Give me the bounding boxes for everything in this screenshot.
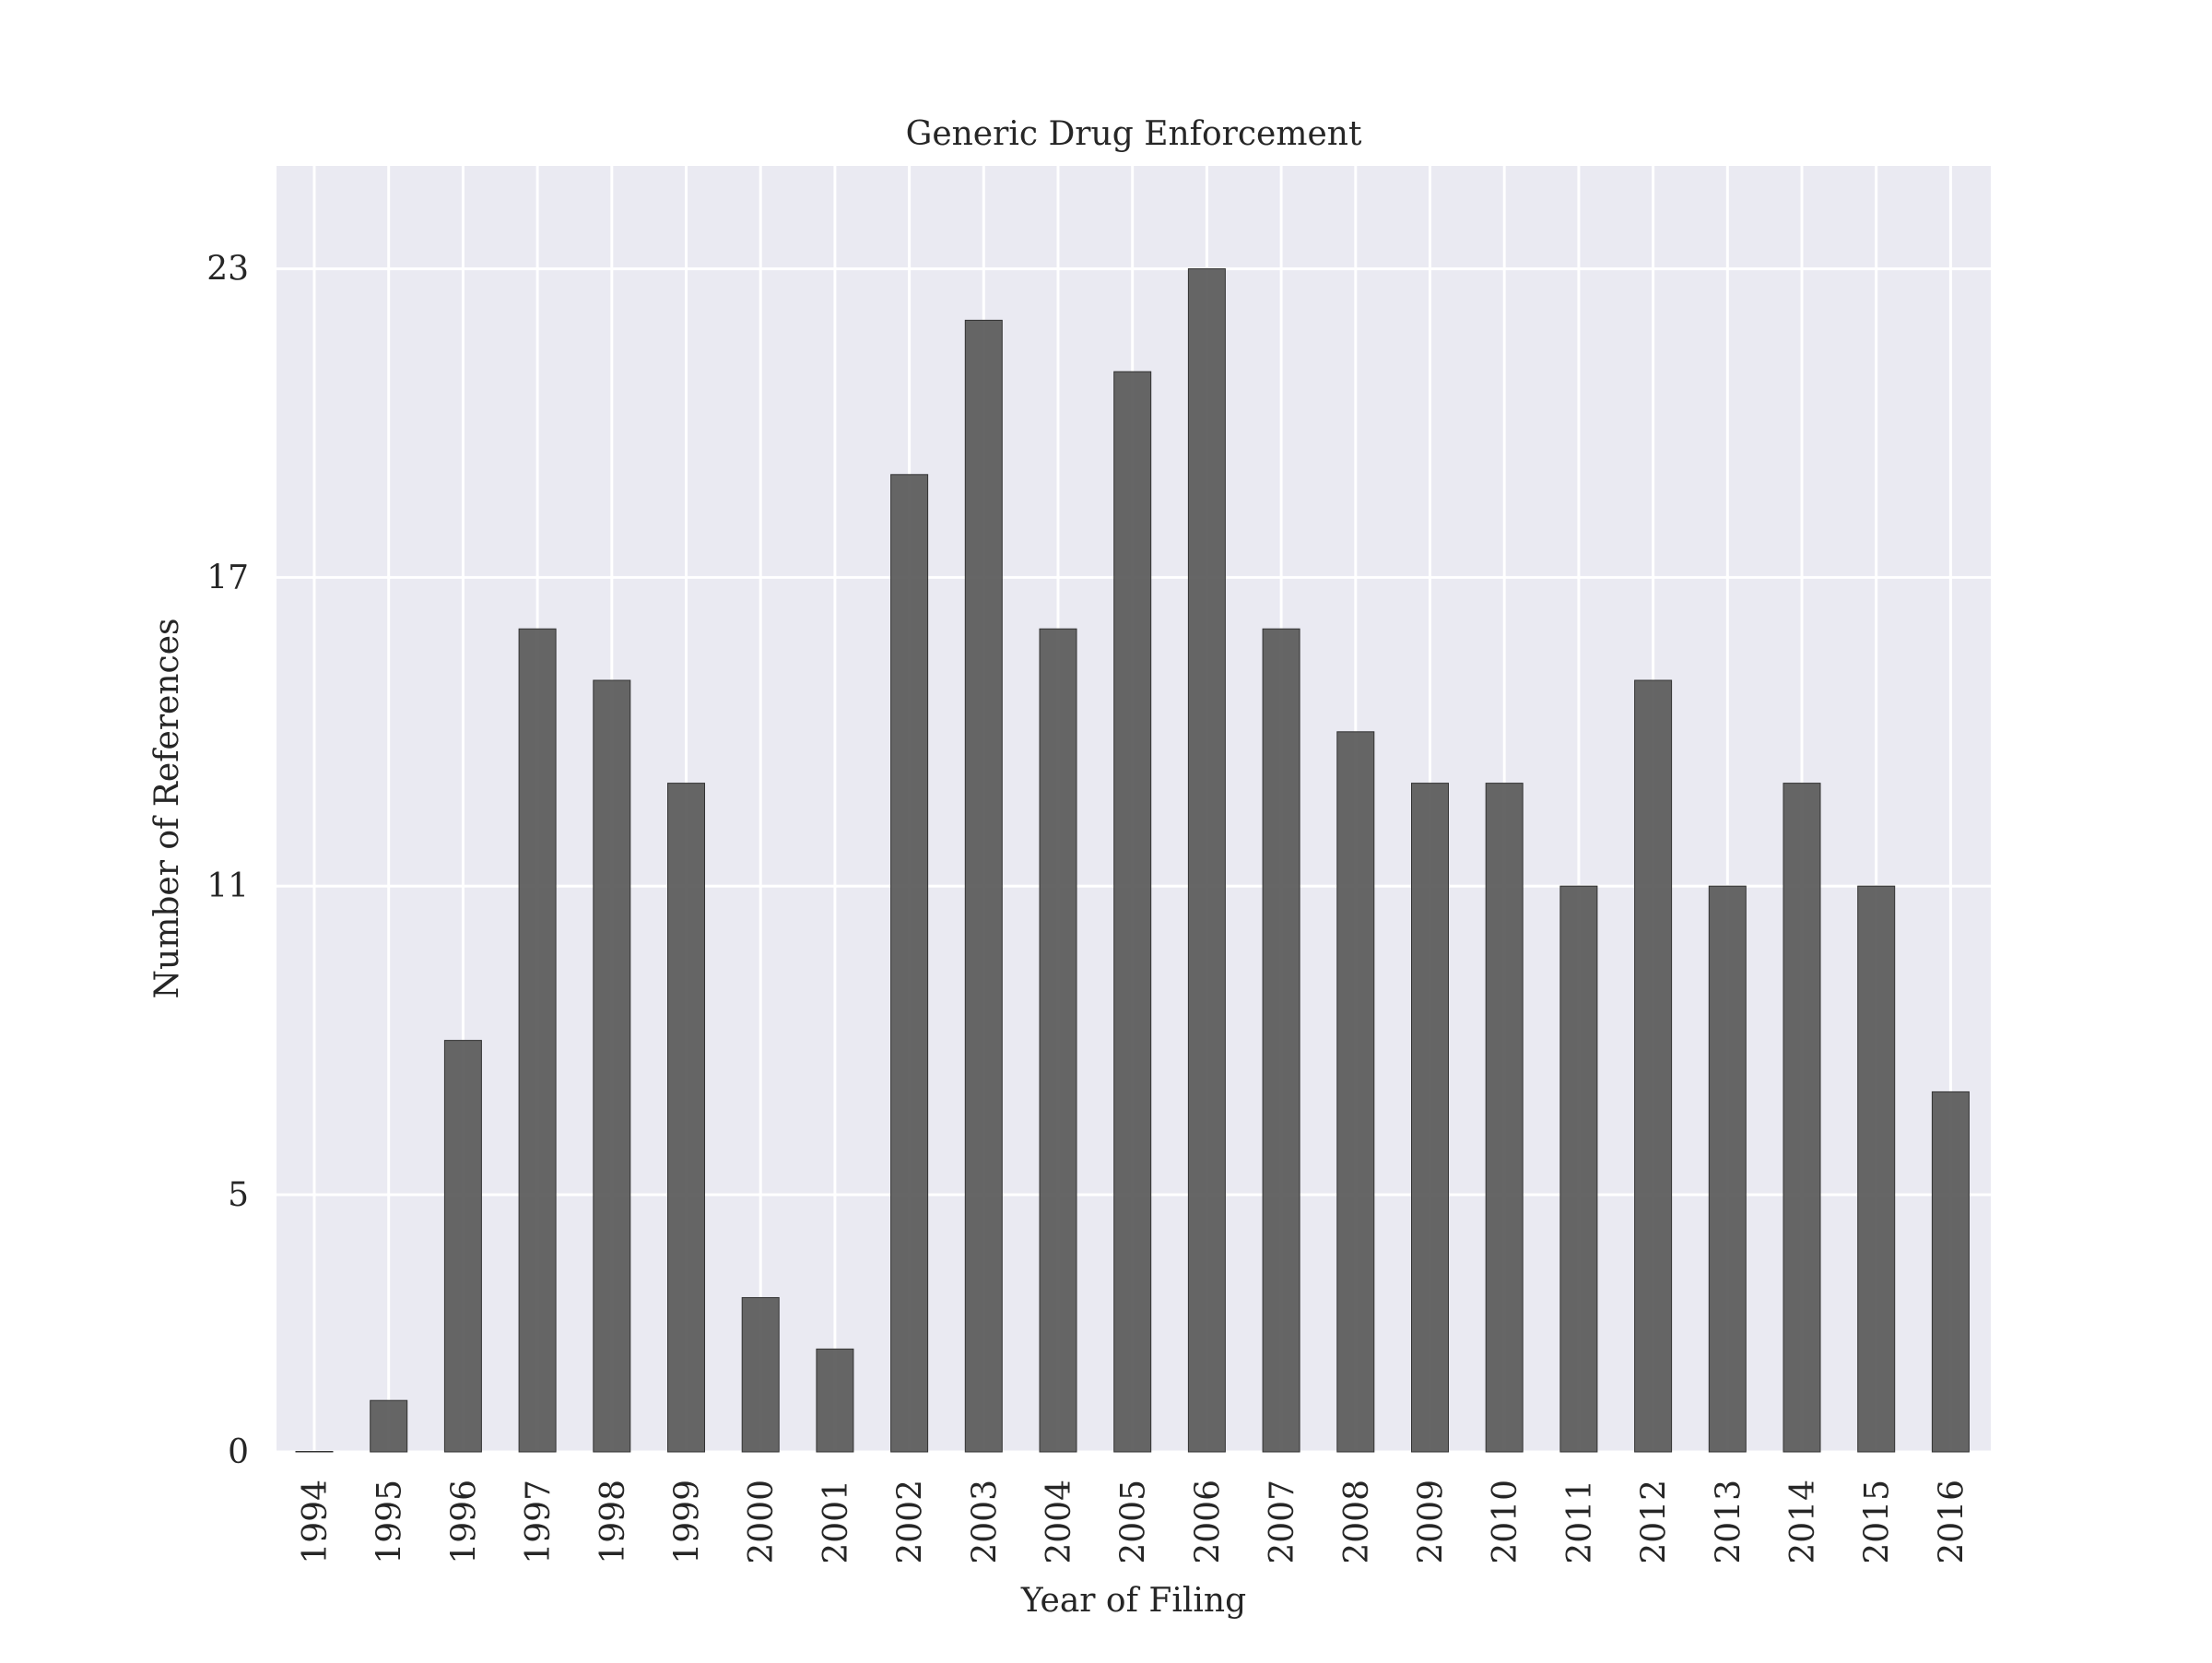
x-tick-label: 1999 (669, 1480, 707, 1564)
bar-2009 (1411, 783, 1449, 1453)
y-tick-label: 17 (206, 559, 249, 596)
y-tick-label: 11 (206, 867, 249, 905)
y-tick-label: 0 (228, 1433, 249, 1471)
x-tick-label: 1995 (371, 1480, 409, 1564)
bar-2007 (1262, 628, 1300, 1453)
bar-1998 (593, 679, 631, 1453)
y-tick-label: 5 (228, 1176, 249, 1214)
bar-1999 (667, 783, 705, 1453)
bar-2001 (816, 1348, 854, 1453)
x-tick-label: 2015 (1859, 1480, 1897, 1564)
x-tick-label: 2000 (743, 1480, 781, 1564)
x-tick-label: 2002 (892, 1480, 930, 1564)
bar-2013 (1708, 885, 1747, 1453)
x-tick-label: 1998 (594, 1480, 632, 1564)
bar-2002 (890, 474, 929, 1453)
y-axis-label: Number of References (148, 619, 186, 999)
bar-2006 (1187, 268, 1226, 1453)
x-tick-label: 1994 (297, 1480, 335, 1564)
x-tick-label: 1996 (445, 1480, 483, 1564)
bar-2000 (741, 1297, 780, 1453)
x-tick-label: 2007 (1264, 1480, 1301, 1564)
y-tick-label: 23 (206, 251, 249, 289)
x-tick-label: 2009 (1413, 1480, 1451, 1564)
x-tick-label: 2001 (818, 1480, 855, 1564)
bar-2008 (1336, 731, 1375, 1453)
bar-2015 (1857, 885, 1896, 1453)
bar-2014 (1783, 783, 1821, 1453)
x-tick-label: 2006 (1189, 1480, 1227, 1564)
x-tick-label: 2005 (1115, 1480, 1153, 1564)
bar-2011 (1559, 885, 1598, 1453)
x-axis-label: Year of Filing (1020, 1582, 1246, 1620)
bar-1997 (518, 628, 557, 1453)
x-tick-label: 2013 (1710, 1480, 1747, 1564)
bar-2010 (1485, 783, 1524, 1453)
x-tick-label: 2012 (1636, 1480, 1674, 1564)
bar-2016 (1931, 1091, 1970, 1453)
x-tick-labels: 1994 1995 1996 1997 1998 1999 2000 2001 2002 2003… (297, 1480, 1971, 1564)
x-tick-label: 2010 (1487, 1480, 1524, 1564)
bar-1994 (295, 1451, 334, 1453)
chart-title: Generic Drug Enforcement (906, 115, 1362, 153)
x-tick-label: 2011 (1561, 1480, 1599, 1564)
x-tick-label: 2008 (1338, 1480, 1376, 1564)
y-tick-labels: 0 5 11 17 23 (206, 251, 249, 1471)
bar-1995 (370, 1399, 408, 1453)
x-tick-label: 1997 (520, 1480, 558, 1564)
bar-2012 (1634, 679, 1673, 1453)
x-tick-label: 2003 (966, 1480, 1004, 1564)
bar-1996 (443, 1040, 482, 1453)
bars (295, 268, 1970, 1453)
bar-2003 (964, 319, 1003, 1453)
x-tick-label: 2014 (1784, 1480, 1822, 1564)
x-tick-label: 2016 (1933, 1480, 1971, 1564)
x-tick-label: 2004 (1041, 1480, 1078, 1564)
bar-2004 (1039, 628, 1077, 1453)
bar-2005 (1113, 371, 1152, 1453)
